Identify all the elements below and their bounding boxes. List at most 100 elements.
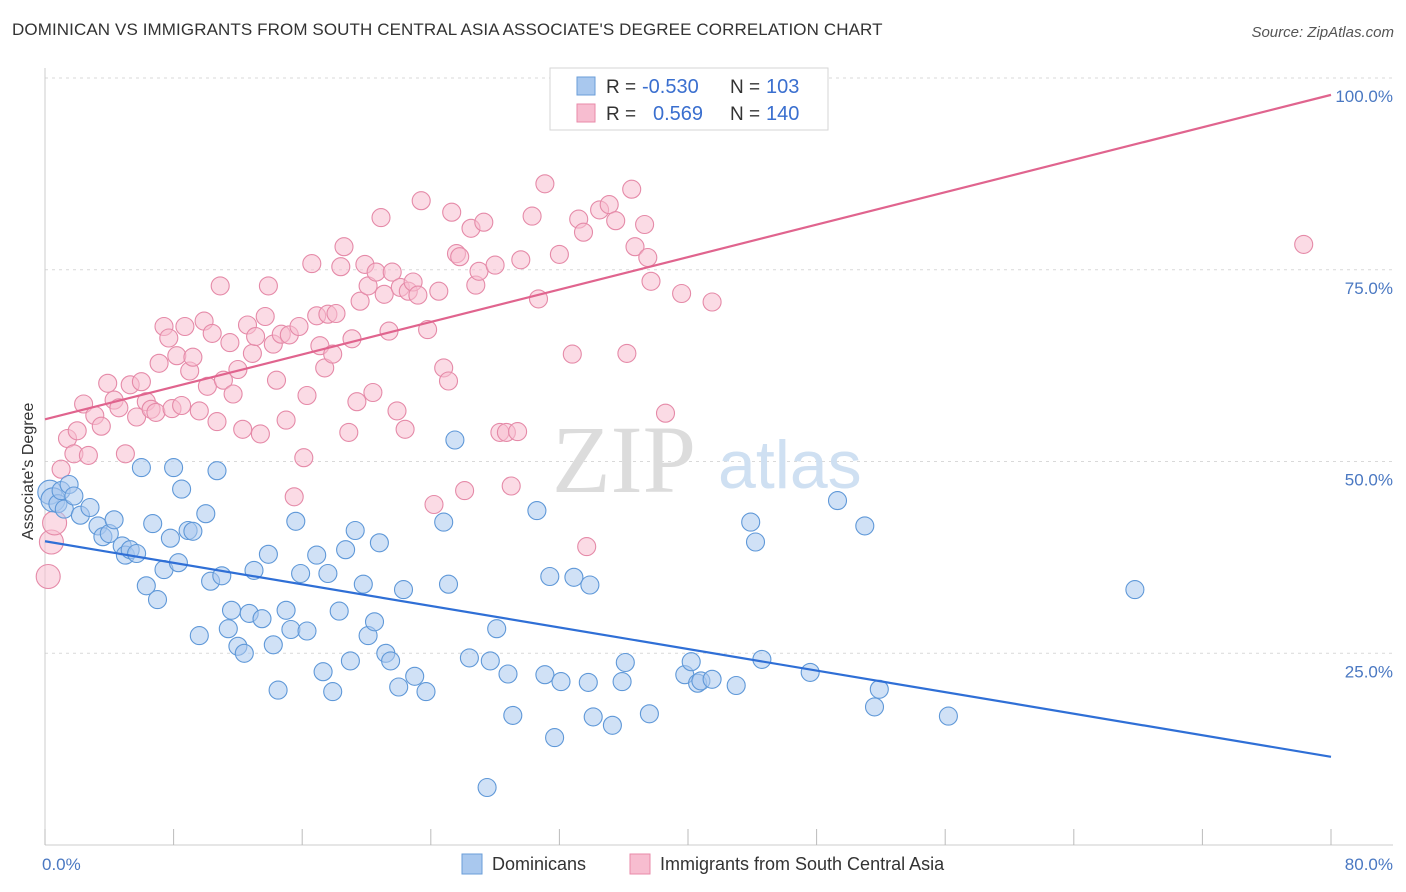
data-point xyxy=(98,373,118,393)
data-point xyxy=(364,612,385,632)
data-point xyxy=(302,254,322,274)
bottom-legend: Dominicans Immigrants from South Central… xyxy=(461,853,945,875)
data-point xyxy=(233,419,253,439)
data-point xyxy=(1294,234,1314,254)
chart-title: DOMINICAN VS IMMIGRANTS FROM SOUTH CENTR… xyxy=(12,20,883,39)
data-point xyxy=(635,214,655,235)
data-point xyxy=(255,306,275,327)
trend-lines xyxy=(44,93,1332,758)
legend-n-value-1: 103 xyxy=(766,76,799,98)
data-point xyxy=(578,672,598,692)
data-point xyxy=(234,643,254,663)
data-point xyxy=(408,285,428,305)
data-point xyxy=(551,672,571,692)
bottom-legend-swatch-immigrants xyxy=(629,853,651,875)
data-point xyxy=(745,532,766,552)
data-point xyxy=(80,497,100,518)
data-point xyxy=(294,448,314,468)
data-point xyxy=(480,651,500,671)
data-point xyxy=(258,276,278,296)
data-point xyxy=(218,619,238,639)
series-immigrants-points xyxy=(35,174,1314,590)
data-point xyxy=(617,343,637,363)
watermark-atlas: atlas xyxy=(718,427,862,503)
data-point xyxy=(612,672,632,692)
data-point xyxy=(336,540,356,560)
watermark: ZIP atlas xyxy=(552,406,862,513)
data-point xyxy=(223,384,243,404)
data-point xyxy=(147,590,168,610)
data-point xyxy=(266,370,287,390)
data-point xyxy=(210,276,230,296)
y-axis-label: Associate's Degree xyxy=(20,403,37,540)
data-point xyxy=(131,458,151,478)
y-tick-label: 25.0% xyxy=(1345,662,1393,681)
data-point xyxy=(416,682,436,702)
data-point xyxy=(281,619,301,640)
data-point xyxy=(149,353,169,373)
data-point xyxy=(331,257,351,277)
data-point xyxy=(167,346,187,366)
data-point xyxy=(313,662,333,682)
legend-swatch-pink xyxy=(576,103,596,123)
data-point xyxy=(159,328,179,348)
data-point xyxy=(855,516,875,536)
data-point xyxy=(252,609,272,629)
data-point xyxy=(477,777,497,798)
data-point xyxy=(469,261,489,281)
data-point xyxy=(681,652,701,672)
data-point xyxy=(615,652,635,673)
y-tick-label: 75.0% xyxy=(1345,279,1393,298)
axes xyxy=(44,68,1393,846)
data-point xyxy=(207,461,227,481)
data-point xyxy=(189,401,209,421)
data-point xyxy=(35,563,61,590)
data-point xyxy=(109,398,129,418)
data-point xyxy=(503,705,523,725)
data-point xyxy=(545,728,565,748)
data-point xyxy=(342,329,362,349)
data-point xyxy=(51,459,71,479)
data-point xyxy=(564,567,584,587)
data-point xyxy=(196,504,216,524)
legend-r-label-1: R = xyxy=(606,77,636,98)
data-point xyxy=(363,382,383,403)
data-point xyxy=(389,677,409,697)
legend-n-value-2: 140 xyxy=(766,103,799,125)
data-point xyxy=(350,291,370,311)
data-point xyxy=(382,262,402,282)
data-point xyxy=(395,419,415,439)
legend-r-value-2: 0.569 xyxy=(653,103,703,125)
y-tick-label: 100.0% xyxy=(1335,87,1393,106)
data-point xyxy=(172,479,192,499)
data-point xyxy=(864,697,885,717)
data-point xyxy=(445,430,465,450)
data-point xyxy=(221,600,242,620)
data-point xyxy=(291,563,311,584)
data-point xyxy=(268,680,288,700)
data-point xyxy=(726,675,746,696)
data-point xyxy=(78,445,98,465)
data-point xyxy=(702,292,722,312)
legend-r-label-2: R = xyxy=(606,104,636,125)
data-point xyxy=(242,343,262,363)
legend-swatch-blue xyxy=(576,76,596,96)
data-point xyxy=(164,458,184,478)
data-point xyxy=(450,247,470,267)
data-point xyxy=(371,208,391,228)
data-point xyxy=(189,626,209,646)
data-point xyxy=(250,424,270,444)
bottom-legend-swatch-dominicans xyxy=(461,853,483,875)
top-legend: R = -0.530 N = 103 R = 0.569 N = 140 xyxy=(549,67,829,131)
data-point xyxy=(577,537,597,557)
data-point xyxy=(289,316,309,337)
data-point xyxy=(339,422,359,442)
trend-line xyxy=(44,540,1332,758)
data-point xyxy=(366,262,386,282)
data-point xyxy=(143,514,163,534)
data-point xyxy=(511,250,531,270)
data-point xyxy=(424,494,444,515)
data-point xyxy=(583,707,603,727)
data-point xyxy=(381,651,401,671)
